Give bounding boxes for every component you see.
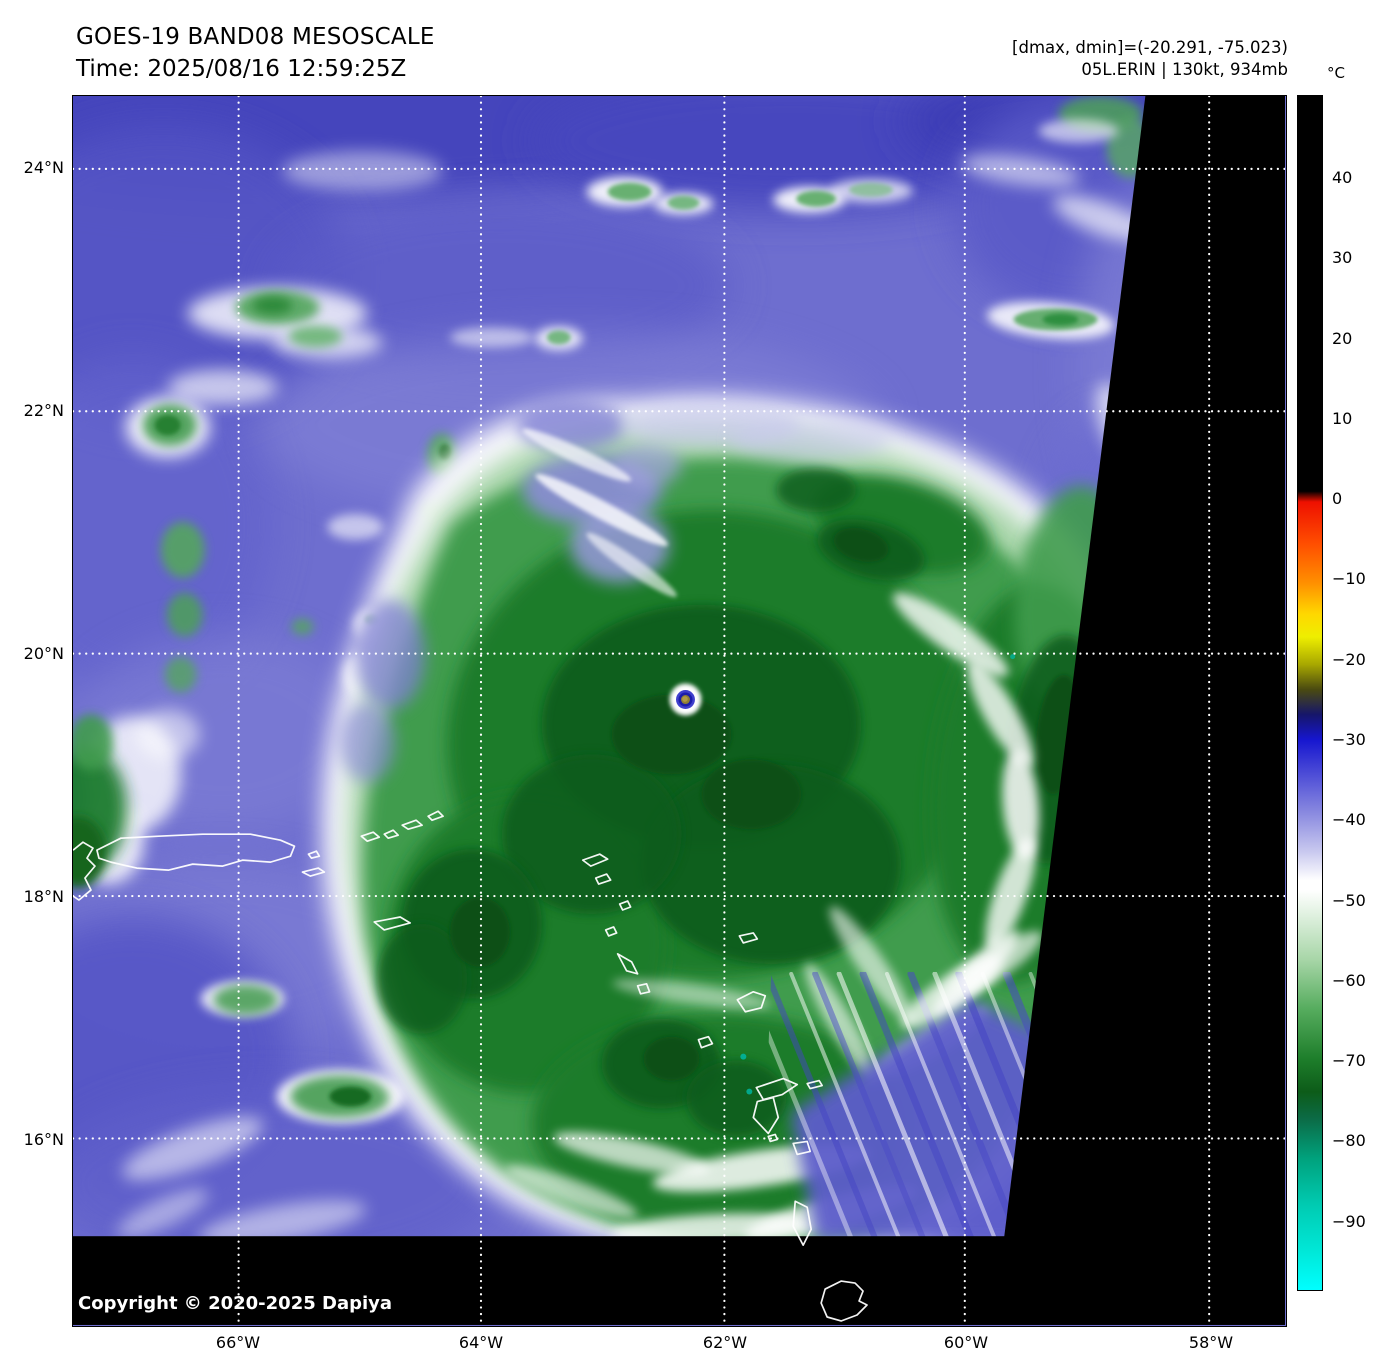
temperature-colorbar [1297, 95, 1323, 1291]
coastline-virgin-islands [360, 831, 381, 843]
colorbar-tick-m10: −10 [1332, 569, 1366, 588]
no-data-region [73, 96, 1285, 1325]
gridlines [73, 96, 1285, 1325]
colorbar-tick-20: 20 [1332, 329, 1353, 348]
colorbar-tick-40: 40 [1332, 168, 1353, 187]
colorbar-unit: °C [1327, 64, 1345, 82]
lon-label-60w: 60°W [943, 1333, 989, 1352]
timestamp: Time: 2025/08/16 12:59:25Z [76, 56, 407, 82]
lat-label-16n: 16°N [23, 1130, 64, 1149]
coastline-antigua [736, 990, 767, 1013]
coastline-dominica [792, 1200, 813, 1247]
colorbar-tick-m80: −80 [1332, 1131, 1366, 1150]
lon-label-62w: 62°W [702, 1333, 748, 1352]
lon-label-58w: 58°W [1188, 1333, 1234, 1352]
lat-label-24n: 24°N [23, 158, 64, 177]
colorbar-tick-0: 0 [1332, 489, 1343, 508]
colorbar-tick-10: 10 [1332, 409, 1353, 428]
storm-eye [669, 683, 702, 716]
scattered-convection [73, 96, 1155, 1118]
coastlines [73, 810, 868, 1322]
satellite-imagery-svg [73, 96, 1285, 1325]
colorbar-tick-m50: −50 [1332, 891, 1366, 910]
coastline-st-kitts [616, 953, 639, 975]
lat-label-20n: 20°N [23, 644, 64, 663]
lon-label-66w: 66°W [215, 1333, 261, 1352]
satellite-image [72, 95, 1287, 1327]
colorbar-tick-m70: −70 [1332, 1051, 1366, 1070]
lat-label-18n: 18°N [23, 887, 64, 906]
lon-label-64w: 64°W [458, 1333, 504, 1352]
colorbar-tick-m90: −90 [1332, 1212, 1366, 1231]
coastline-hispaniola [73, 841, 96, 901]
coastline-st-martin [581, 853, 609, 867]
coastline-puerto-rico [96, 833, 296, 871]
coastline-barbuda [738, 932, 759, 944]
copyright-text: Copyright © 2020-2025 Dapiya [78, 1293, 393, 1314]
lat-label-22n: 22°N [23, 401, 64, 420]
colorbar-tick-m40: −40 [1332, 810, 1366, 829]
colorbar-tick-m60: −60 [1332, 971, 1366, 990]
dmax-dmin-readout: [dmax, dmin]=(-20.291, -75.023) [1012, 38, 1288, 57]
page-title: GOES-19 BAND08 MESOSCALE [76, 24, 435, 50]
colorbar-tick-m30: −30 [1332, 730, 1366, 749]
colorbar-tick-m20: −20 [1332, 650, 1366, 669]
coastline-martinique [820, 1280, 868, 1322]
coastline-guadeloupe [755, 1077, 799, 1101]
storm-info: 05L.ERIN | 130kt, 934mb [1081, 60, 1288, 79]
colorbar-tick-30: 30 [1332, 248, 1353, 267]
coastline-montserrat [697, 1035, 714, 1049]
